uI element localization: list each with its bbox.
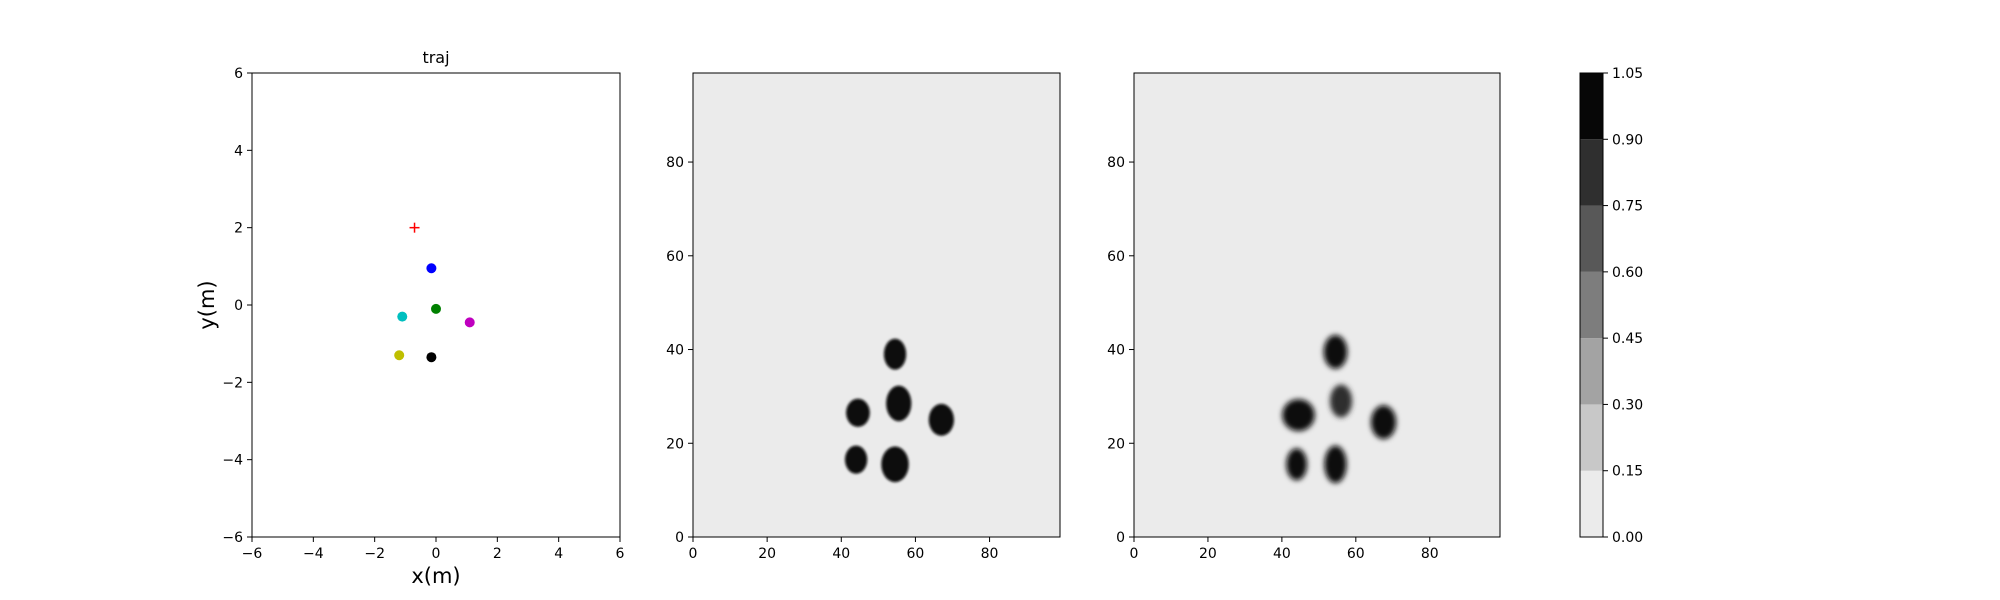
y-tick-label: 40 (666, 343, 684, 359)
y-tick-label: −4 (222, 453, 243, 469)
x-tick-label: −4 (303, 546, 324, 562)
target-marker (409, 222, 420, 233)
y-tick-label: 0 (675, 530, 684, 546)
agent-point (464, 317, 475, 328)
heatmap-2-x-ticks: 0 20 40 60 80 (1130, 537, 1439, 562)
colorbar-band (1580, 470, 1603, 537)
x-tick-label: 0 (1130, 546, 1139, 562)
colorbar-frame (1579, 72, 1604, 538)
agent-point (394, 350, 405, 361)
traj-y-axis-label: y(m) (195, 280, 219, 329)
y-tick-label: 60 (1107, 249, 1125, 265)
x-tick-label: 0 (689, 546, 698, 562)
x-tick-label: −6 (242, 546, 263, 562)
x-tick-label: 0 (432, 546, 441, 562)
colorbar-band (1580, 338, 1603, 405)
colorbar-tick-label: 0.75 (1612, 199, 1643, 215)
colorbar-band (1580, 404, 1603, 471)
heatmap-panel-2: 0 20 40 60 80 0 20 40 60 80 (1107, 72, 1501, 562)
y-tick-label: 0 (234, 298, 243, 314)
traj-x-ticks: −6 −4 −2 0 2 4 6 (242, 537, 625, 562)
heatmap-1-frame (692, 72, 1061, 538)
x-tick-label: 40 (832, 546, 850, 562)
heatmap-blob (1323, 334, 1348, 369)
x-tick-label: 40 (1273, 546, 1291, 562)
x-tick-label: 6 (616, 546, 625, 562)
heatmap-1-background (693, 73, 1060, 537)
y-tick-label: 20 (666, 436, 684, 452)
y-tick-label: 80 (666, 155, 684, 171)
y-tick-label: −6 (222, 530, 243, 546)
traj-title: traj (422, 48, 449, 67)
colorbar-tick-label: 0.90 (1612, 132, 1643, 148)
colorbar-tick-label: 0.45 (1612, 331, 1643, 347)
y-tick-label: 0 (1116, 530, 1125, 546)
y-tick-label: 20 (1107, 436, 1125, 452)
heatmap-2-background (1134, 73, 1500, 537)
heatmap-blob (928, 403, 954, 436)
colorbar-bands (1580, 73, 1603, 537)
heatmap-blob (883, 338, 907, 370)
heatmap-1-blobs (844, 338, 954, 483)
heatmap-blob (844, 445, 868, 474)
colorbar-band (1580, 271, 1603, 339)
x-tick-label: 60 (1347, 546, 1365, 562)
x-tick-label: 20 (1199, 546, 1217, 562)
colorbar-tick-label: 0.30 (1612, 397, 1643, 413)
heatmap-2-frame (1133, 72, 1501, 538)
heatmap-2-blobs (1282, 334, 1397, 484)
colorbar-tick-label: 1.05 (1612, 66, 1643, 82)
heatmap-blob (1370, 405, 1397, 440)
colorbar-ticks: 0.00 0.15 0.30 0.45 0.60 0.75 0.90 1.05 (1603, 66, 1643, 546)
colorbar-band (1580, 139, 1603, 206)
x-tick-label: 2 (493, 546, 502, 562)
agent-point (426, 263, 437, 274)
traj-marks (394, 222, 475, 363)
y-tick-label: 40 (1107, 343, 1125, 359)
agent-point (431, 303, 441, 314)
y-tick-label: 80 (1107, 155, 1125, 171)
heatmap-1-y-ticks: 0 20 40 60 80 (666, 155, 693, 546)
y-tick-label: 6 (234, 66, 243, 82)
heatmap-blob (1324, 445, 1347, 484)
heatmap-2-y-ticks: 0 20 40 60 80 (1107, 155, 1134, 546)
heatmap-panel-1: 0 20 40 60 80 0 20 40 60 80 (666, 72, 1061, 562)
colorbar-band (1580, 73, 1603, 140)
heatmap-blob (1282, 399, 1315, 432)
colorbar-band (1580, 205, 1603, 272)
traj-y-ticks: −6 −4 −2 0 2 4 6 (222, 66, 252, 546)
heatmap-blob (1329, 384, 1353, 418)
x-tick-label: 4 (554, 546, 563, 562)
heatmap-1-x-ticks: 0 20 40 60 80 (689, 537, 999, 562)
colorbar-tick-label: 0.00 (1612, 530, 1643, 546)
agent-point (397, 311, 408, 322)
colorbar: 0.00 0.15 0.30 0.45 0.60 0.75 0.90 1.05 (1579, 66, 1643, 546)
heatmap-blob (881, 446, 909, 483)
x-tick-label: 20 (758, 546, 776, 562)
heatmap-blob (886, 385, 912, 422)
colorbar-tick-label: 0.60 (1612, 265, 1643, 281)
traj-x-axis-label: x(m) (411, 564, 460, 588)
y-tick-label: −2 (222, 375, 243, 391)
agent-point (426, 352, 437, 363)
x-tick-label: 80 (981, 546, 999, 562)
x-tick-label: 60 (907, 546, 925, 562)
y-tick-label: 60 (666, 249, 684, 265)
y-tick-label: 4 (234, 143, 243, 159)
x-tick-label: 80 (1421, 546, 1439, 562)
traj-panel: −6 −4 −2 0 2 4 6 −6 −4 −2 0 2 4 6 traj x(m) y(m) (195, 48, 625, 588)
y-tick-label: 2 (234, 221, 243, 237)
x-tick-label: −2 (364, 546, 385, 562)
heatmap-blob (846, 398, 870, 427)
colorbar-tick-label: 0.15 (1612, 464, 1643, 480)
heatmap-blob (1286, 448, 1308, 481)
